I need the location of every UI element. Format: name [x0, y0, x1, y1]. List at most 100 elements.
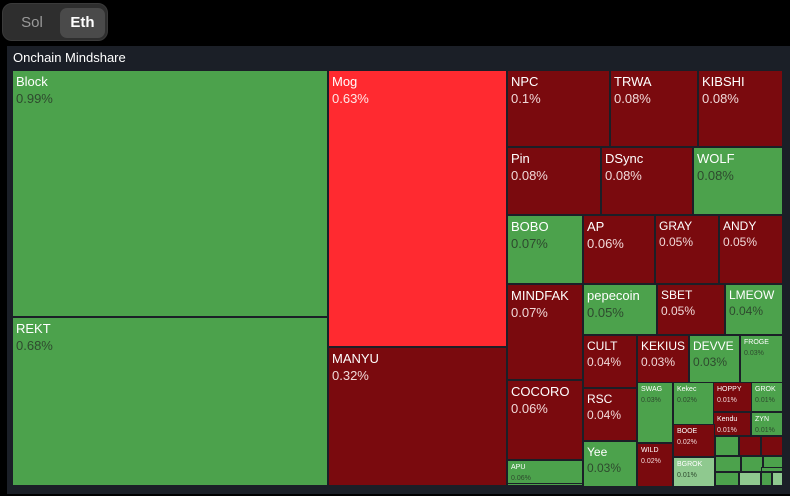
tile-percent: 0.02%: [677, 397, 697, 404]
treemap-tile-cult[interactable]: CULT 0.04%: [583, 335, 637, 388]
treemap-tile-yee[interactable]: Yee 0.03%: [583, 441, 637, 487]
treemap-tile[interactable]: [761, 472, 772, 486]
chain-toggle: Sol Eth: [2, 3, 108, 41]
tile-percent: 0.04%: [587, 408, 622, 422]
tile-percent: 0.06%: [511, 401, 548, 416]
treemap-tile[interactable]: [715, 436, 739, 456]
treemap-tile-pepecoin[interactable]: pepecoin 0.05%: [583, 284, 657, 335]
treemap-tile-lmeow[interactable]: LMEOW 0.04%: [725, 284, 783, 335]
tile-name: ANDY: [723, 219, 757, 233]
tile-percent: 0.01%: [717, 427, 737, 434]
treemap-tile-npc[interactable]: NPC 0.1%: [507, 70, 610, 147]
tile-name: Yee: [587, 445, 608, 459]
tile-name: BOOE: [677, 428, 698, 435]
treemap-tile-manyu[interactable]: MANYU 0.32%: [328, 347, 507, 486]
tile-percent: 0.07%: [511, 236, 548, 251]
treemap-tile-kibshi[interactable]: KIBSHI 0.08%: [698, 70, 783, 147]
tile-name: Kendu: [717, 416, 738, 423]
treemap-tile[interactable]: [761, 436, 783, 456]
treemap-tile-mindfak[interactable]: MINDFAK 0.07%: [507, 284, 583, 380]
tile-name: HOPPY: [717, 386, 742, 393]
tile-name: COCORO: [511, 384, 570, 399]
treemap-tile-kekec[interactable]: Kekec 0.02%: [673, 382, 717, 427]
tile-name: RSC: [587, 392, 613, 406]
tile-name: KEKIUS: [641, 339, 686, 353]
treemap-tile-apu[interactable]: APU 0.06%: [507, 460, 583, 487]
treemap-tile[interactable]: [772, 472, 783, 486]
treemap-tile-hoppy[interactable]: HOPPY 0.01%: [713, 382, 755, 412]
tile-percent: 0.01%: [717, 397, 737, 404]
treemap-tile-trwa[interactable]: TRWA 0.08%: [610, 70, 698, 147]
tile-percent: 0.05%: [659, 235, 694, 249]
treemap-tile-booe[interactable]: BOOE 0.02%: [673, 424, 715, 457]
tile-name: DSync: [605, 151, 644, 166]
tile-percent: 0.32%: [332, 368, 369, 383]
tile-percent: 0.99%: [16, 91, 53, 106]
tile-percent: 0.05%: [587, 305, 624, 320]
tile-percent: 0.04%: [587, 355, 622, 369]
treemap-tile-rsc[interactable]: RSC 0.04%: [583, 388, 637, 441]
treemap-tile-devve[interactable]: DEVVE 0.03%: [689, 335, 740, 388]
tile-percent: 0.02%: [641, 458, 661, 465]
treemap-tile-kekius[interactable]: KEKIUS 0.03%: [637, 335, 689, 388]
treemap-tile-kendu[interactable]: Kendu 0.01%: [713, 412, 751, 436]
tile-name: SWAG: [641, 386, 663, 393]
tile-percent: 0.08%: [511, 168, 548, 183]
tile-name: Kekec: [677, 386, 697, 393]
tile-percent: 0.06%: [511, 475, 531, 482]
tile-percent: 0.03%: [587, 461, 622, 475]
tile-percent: 0.01%: [755, 427, 775, 434]
tile-name: GROK: [755, 386, 776, 393]
tile-percent: 0.08%: [697, 168, 734, 183]
tile-name: Block: [16, 74, 48, 89]
tile-name: APU: [511, 464, 526, 471]
tile-name: KIBSHI: [702, 74, 745, 89]
tile-name: GRAY: [659, 219, 693, 233]
treemap-tile-ap[interactable]: AP 0.06%: [583, 215, 655, 284]
treemap-tile[interactable]: [715, 486, 735, 488]
tile-name: TRWA: [614, 74, 652, 89]
treemap-tile-bgrok[interactable]: BGROK 0.01%: [673, 457, 715, 487]
tile-name: ZYN: [755, 416, 769, 423]
tile-percent: 0.04%: [729, 304, 764, 318]
tile-percent: 0.08%: [605, 168, 642, 183]
treemap-tile-wild[interactable]: WILD 0.02%: [637, 443, 673, 487]
treemap-tile[interactable]: [507, 483, 583, 486]
treemap-tile-andy[interactable]: ANDY 0.05%: [719, 215, 783, 284]
treemap-tile[interactable]: [741, 456, 763, 472]
treemap-tile-grok[interactable]: GROK 0.01%: [751, 382, 783, 412]
tile-percent: 0.06%: [587, 236, 624, 251]
panel-title: Onchain Mindshare: [13, 50, 126, 65]
toggle-option-sol[interactable]: Sol: [21, 14, 43, 31]
treemap-tile-wolf[interactable]: WOLF 0.08%: [693, 147, 783, 215]
treemap-tile-dsync[interactable]: DSync 0.08%: [601, 147, 693, 215]
treemap-tile-bobo[interactable]: BOBO 0.07%: [507, 215, 583, 284]
tile-name: BOBO: [511, 219, 549, 234]
treemap-tile[interactable]: [739, 436, 761, 456]
tile-name: LMEOW: [729, 288, 775, 302]
treemap-tile-zyn[interactable]: ZYN 0.01%: [751, 412, 783, 436]
treemap-tile[interactable]: [761, 467, 783, 472]
tile-name: AP: [587, 219, 605, 234]
treemap-tile[interactable]: [735, 486, 783, 488]
tile-name: WOLF: [697, 151, 735, 166]
treemap-tile-gray[interactable]: GRAY 0.05%: [655, 215, 719, 284]
treemap-tile[interactable]: [715, 472, 739, 486]
tile-percent: 0.05%: [723, 235, 758, 249]
tile-name: SBET: [661, 288, 693, 302]
treemap-tile[interactable]: [739, 472, 761, 486]
tile-name: MANYU: [332, 351, 379, 366]
treemap-tile-mog[interactable]: Mog 0.63%: [328, 70, 507, 347]
tile-name: MINDFAK: [511, 288, 569, 303]
toggle-option-eth[interactable]: Eth: [60, 8, 105, 38]
treemap-tile-rekt[interactable]: REKT 0.68%: [12, 317, 328, 486]
treemap-tile-block[interactable]: Block 0.99%: [12, 70, 328, 317]
treemap-tile-froge[interactable]: FROGE 0.03%: [740, 335, 783, 388]
treemap-tile[interactable]: [715, 456, 741, 472]
tile-percent: 0.1%: [511, 91, 541, 106]
tile-percent: 0.03%: [641, 397, 661, 404]
treemap-tile-sbet[interactable]: SBET 0.05%: [657, 284, 725, 335]
treemap-tile-pin[interactable]: Pin 0.08%: [507, 147, 601, 215]
treemap-tile-cocoro[interactable]: COCORO 0.06%: [507, 380, 583, 460]
treemap-tile-swag[interactable]: SWAG 0.03%: [637, 382, 673, 443]
